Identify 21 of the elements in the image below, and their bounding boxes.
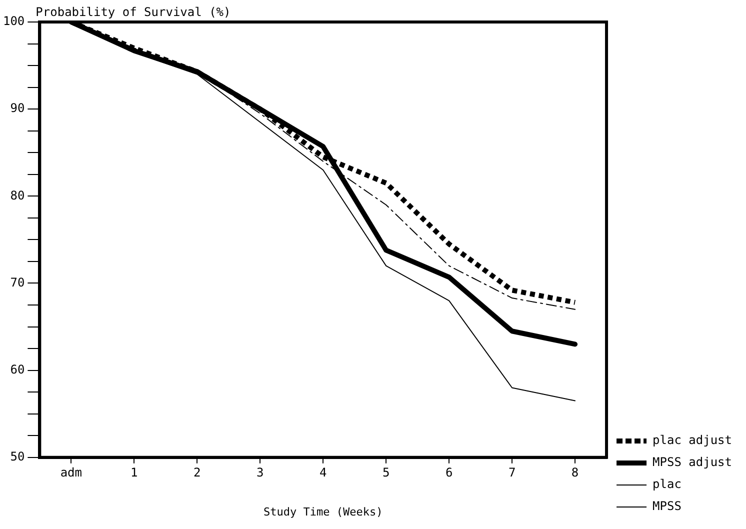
legend-label: plac — [652, 477, 682, 492]
y-tick-label: 100 — [2, 14, 25, 28]
x-tick-label: 5 — [382, 466, 390, 480]
legend-label: plac adjust — [652, 433, 732, 448]
legend-label: MPSS adjust — [652, 455, 732, 470]
x-tick-label: 6 — [445, 466, 453, 480]
y-tick-label: 50 — [10, 450, 25, 464]
y-tick-label: 80 — [10, 188, 25, 202]
legend-label: MPSS — [652, 499, 682, 514]
x-tick-label: 7 — [508, 466, 516, 480]
y-axis-title: Probability of Survival (%) — [36, 5, 231, 20]
x-axis-title: Study Time (Weeks) — [263, 505, 383, 518]
x-tick-label: 4 — [319, 466, 327, 480]
y-tick-label: 60 — [10, 362, 25, 376]
x-tick-label: adm — [60, 466, 82, 480]
x-tick-label: 3 — [256, 466, 264, 480]
x-tick-label: 1 — [130, 466, 138, 480]
x-tick-label: 2 — [194, 466, 201, 480]
y-tick-label: 70 — [10, 275, 25, 290]
y-tick-label: 90 — [10, 101, 25, 116]
x-tick-label: 8 — [571, 466, 579, 480]
